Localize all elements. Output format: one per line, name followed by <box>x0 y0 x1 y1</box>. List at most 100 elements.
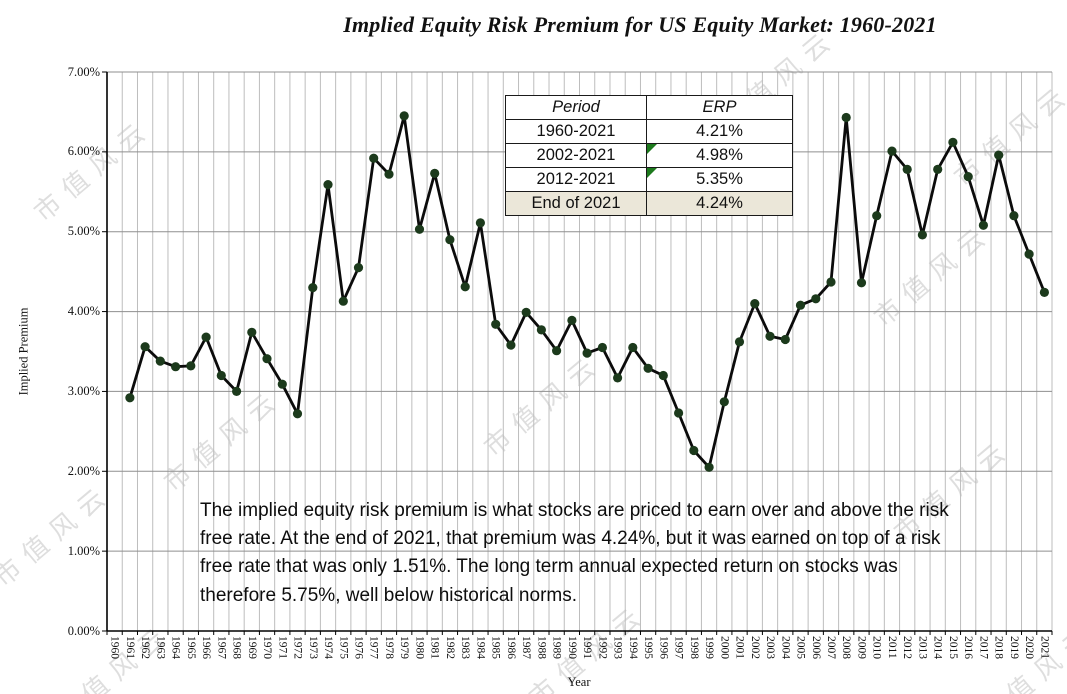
y-tick-label: 1.00% <box>67 543 100 558</box>
data-point-1970 <box>262 354 272 364</box>
data-point-1967 <box>216 370 226 381</box>
data-point-2007 <box>826 277 836 287</box>
x-tick-label: 1983 <box>459 636 472 659</box>
data-point-1981 <box>430 168 440 178</box>
x-tick-label: 1980 <box>413 636 426 659</box>
x-tick-label: 2001 <box>733 636 746 659</box>
data-point-1963 <box>155 356 165 366</box>
x-tick-label: 1975 <box>337 636 350 659</box>
x-tick-label: 1982 <box>443 636 456 659</box>
x-tick-label: 2019 <box>1007 636 1020 659</box>
y-tick-label: 0.00% <box>67 623 100 638</box>
y-tick-label: 2.00% <box>67 463 100 478</box>
x-tick-label: 2016 <box>962 636 975 659</box>
data-point-1996 <box>658 370 668 381</box>
data-point-1988 <box>536 325 547 335</box>
x-tick-label: 2020 <box>1023 636 1036 659</box>
x-tick-label: 2008 <box>840 636 853 659</box>
data-point-2020 <box>1024 249 1034 259</box>
x-tick-label: 1984 <box>474 636 487 659</box>
x-tick-label: 1969 <box>245 636 258 659</box>
y-tick-label: 7.00% <box>67 64 100 79</box>
table-header-row: Period ERP <box>505 95 793 120</box>
data-point-1977 <box>369 153 379 163</box>
x-tick-label: 1994 <box>626 636 639 659</box>
x-tick-label: 1996 <box>657 636 670 659</box>
x-tick-label: 2018 <box>992 636 1005 659</box>
x-tick-label: 2005 <box>794 636 807 659</box>
chart-title: Implied Equity Risk Premium for US Equit… <box>343 12 937 37</box>
x-tick-label: 2017 <box>977 636 990 659</box>
table-cell-erp-flagged: 4.98% <box>646 143 793 168</box>
table-cell-period: 1960-2021 <box>505 119 647 144</box>
y-axis-title: Implied Premium <box>16 307 31 396</box>
data-point-1990 <box>567 315 577 325</box>
data-point-1992 <box>597 342 608 353</box>
x-tick-label: 1976 <box>352 636 365 659</box>
data-point-2008 <box>841 112 851 123</box>
x-tick-label: 2004 <box>779 636 792 659</box>
x-tick-label: 1993 <box>611 636 624 659</box>
data-point-1978 <box>384 169 394 179</box>
data-point-2011 <box>887 146 897 156</box>
table-cell-erp-flagged: 5.35% <box>646 167 793 192</box>
x-tick-label: 1962 <box>139 636 152 659</box>
data-point-1983 <box>460 282 470 292</box>
x-tick-label: 1965 <box>184 636 197 659</box>
data-point-1985 <box>491 319 501 329</box>
x-tick-label: 1968 <box>230 636 243 659</box>
x-tick-label: 1978 <box>382 636 395 659</box>
x-tick-label: 1964 <box>169 636 182 659</box>
data-point-1993 <box>613 373 623 383</box>
data-point-1999 <box>704 462 714 472</box>
x-tick-label: 2014 <box>931 636 944 659</box>
table-row: End of 2021 4.24% <box>505 191 793 216</box>
data-point-1966 <box>201 332 211 342</box>
table-row: 1960-2021 4.21% <box>505 119 793 144</box>
x-tick-label: 2007 <box>824 636 837 659</box>
table-cell-period: End of 2021 <box>505 191 647 216</box>
x-tick-label: 1997 <box>672 636 685 659</box>
erp-summary-table: Period ERP 1960-2021 4.21% 2002-2021 4.98% 2… <box>505 95 793 216</box>
x-tick-label: 1981 <box>428 636 441 659</box>
data-point-2018 <box>994 150 1004 160</box>
x-tick-label: 2012 <box>901 636 914 659</box>
table-cell-erp: 4.24% <box>646 191 793 216</box>
x-tick-label: 1979 <box>398 636 411 659</box>
annotation-line: free rate that was only 1.51%. The long … <box>200 556 898 578</box>
data-point-2002 <box>750 299 760 309</box>
data-point-1964 <box>171 362 181 372</box>
data-point-1982 <box>445 235 455 245</box>
data-point-1961 <box>125 393 135 403</box>
data-point-2005 <box>795 300 806 310</box>
data-point-1986 <box>506 340 516 350</box>
data-point-2001 <box>734 337 745 347</box>
table-header-erp: ERP <box>646 95 793 120</box>
x-tick-label: 2009 <box>855 636 868 659</box>
x-tick-label: 1967 <box>215 636 228 659</box>
table-cell-erp: 4.21% <box>646 119 793 144</box>
data-point-1965 <box>186 361 196 371</box>
x-tick-label: 2021 <box>1038 636 1051 659</box>
x-tick-label: 1999 <box>703 636 716 659</box>
data-point-1962 <box>140 342 150 352</box>
data-point-1987 <box>521 307 531 317</box>
data-point-1997 <box>674 408 684 418</box>
data-point-2003 <box>765 331 775 341</box>
data-point-2009 <box>856 278 867 288</box>
x-tick-label: 1992 <box>596 636 609 659</box>
x-tick-label: 1988 <box>535 636 548 659</box>
x-tick-label: 1963 <box>154 636 167 659</box>
data-point-2016 <box>963 172 973 182</box>
annotation-line: free rate. At the end of 2021, that prem… <box>200 528 941 550</box>
data-point-2013 <box>917 230 928 240</box>
x-tick-label: 1998 <box>687 636 700 659</box>
data-point-1969 <box>247 327 257 337</box>
data-point-1994 <box>628 342 638 353</box>
data-point-1984 <box>475 218 485 228</box>
annotation-line: therefore 5.75%, well below historical n… <box>200 584 578 606</box>
x-tick-label: 2003 <box>764 636 777 659</box>
data-point-1989 <box>552 346 562 356</box>
x-tick-label: 2002 <box>748 636 761 659</box>
